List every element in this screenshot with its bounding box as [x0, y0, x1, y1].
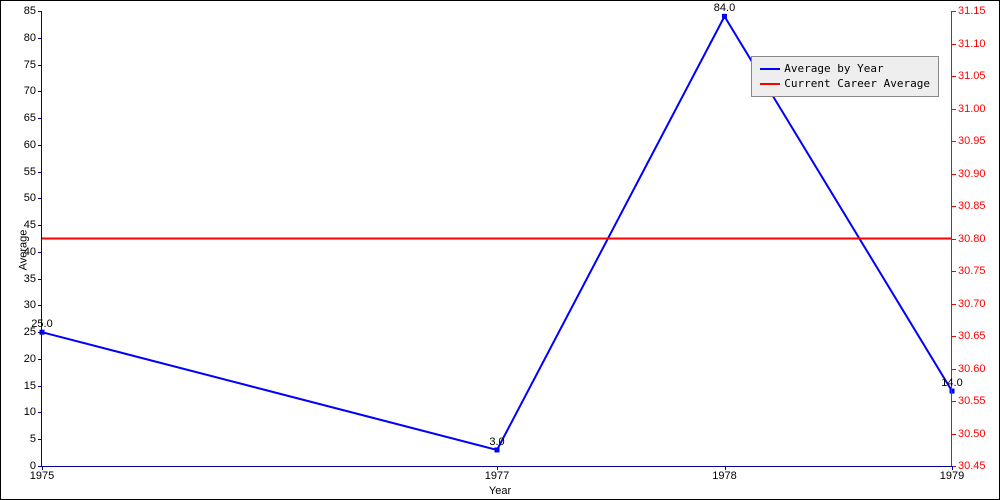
legend-swatch	[760, 68, 780, 70]
data-point-label: 3.0	[489, 436, 504, 448]
data-point-label: 14.0	[941, 377, 962, 389]
y-right-tick-label: 30.65	[952, 330, 986, 342]
y-right-tick-label: 30.75	[952, 265, 986, 277]
y-left-tick-label: 10	[24, 406, 42, 418]
y-left-tick-label: 40	[24, 246, 42, 258]
y-right-tick-label: 30.60	[952, 363, 986, 375]
legend-label: Current Career Average	[784, 76, 930, 91]
y-right-tick-label: 30.55	[952, 395, 986, 407]
x-axis-label: Year	[489, 485, 511, 497]
y-right-tick-label: 31.10	[952, 38, 986, 50]
y-left-tick-label: 35	[24, 273, 42, 285]
y-right-tick-label: 30.50	[952, 428, 986, 440]
y-right-tick-label: 31.05	[952, 70, 986, 82]
y-left-tick-label: 75	[24, 59, 42, 71]
y-right-tick-label: 30.70	[952, 298, 986, 310]
x-tick-label: 1975	[30, 466, 54, 482]
legend-swatch	[760, 83, 780, 85]
y-right-tick-label: 30.95	[952, 135, 986, 147]
y-right-tick-label: 31.00	[952, 103, 986, 115]
legend-item: Average by Year	[760, 61, 930, 76]
y-left-tick-label: 45	[24, 219, 42, 231]
y-right-tick-label: 30.80	[952, 233, 986, 245]
y-right-tick-label: 30.85	[952, 200, 986, 212]
y-left-tick-label: 80	[24, 32, 42, 44]
y-left-tick-label: 15	[24, 380, 42, 392]
series-marker	[495, 447, 500, 452]
data-point-label: 84.0	[714, 2, 735, 14]
y-left-tick-label: 65	[24, 112, 42, 124]
y-left-tick-label: 70	[24, 85, 42, 97]
y-left-tick-label: 55	[24, 166, 42, 178]
y-right-tick-label: 30.90	[952, 168, 986, 180]
legend: Average by YearCurrent Career Average	[751, 56, 939, 97]
y-left-tick-label: 60	[24, 139, 42, 151]
legend-item: Current Career Average	[760, 76, 930, 91]
x-tick-label: 1979	[940, 466, 964, 482]
y-left-tick-label: 20	[24, 353, 42, 365]
data-point-label: 25.0	[31, 318, 52, 330]
y-left-tick-label: 30	[24, 299, 42, 311]
y-left-tick-label: 85	[24, 5, 42, 17]
y-left-tick-label: 50	[24, 192, 42, 204]
chart-container: Average Year 051015202530354045505560657…	[0, 0, 1000, 500]
y-right-tick-label: 31.15	[952, 5, 986, 17]
y-left-tick-label: 5	[30, 433, 42, 445]
x-tick-label: 1978	[712, 466, 736, 482]
x-tick-label: 1977	[485, 466, 509, 482]
series-marker	[722, 14, 727, 19]
legend-label: Average by Year	[784, 61, 883, 76]
